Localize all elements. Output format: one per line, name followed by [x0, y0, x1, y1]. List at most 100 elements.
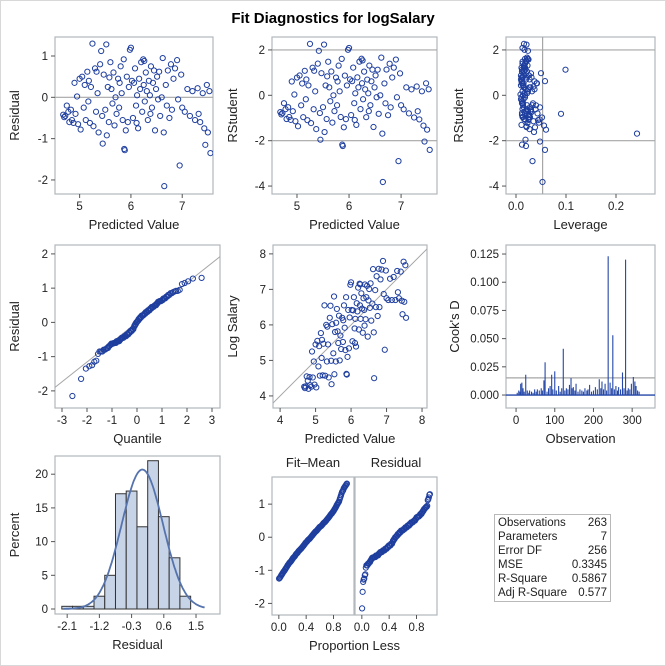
x-tick-label: 5 — [294, 201, 300, 213]
data-point — [519, 44, 526, 52]
figure-title: Fit Diagnostics for logSalary — [231, 10, 435, 27]
histogram-bar — [147, 460, 159, 610]
data-point — [392, 56, 399, 63]
data-point — [305, 82, 312, 89]
data-point — [350, 294, 358, 301]
data-point — [523, 102, 531, 109]
data-point — [338, 55, 345, 62]
data-point — [521, 67, 528, 74]
data-point — [330, 293, 338, 300]
data-point — [340, 317, 347, 324]
data-point — [136, 75, 143, 82]
data-point — [396, 70, 404, 77]
x-tick-label: 0.8 — [326, 622, 342, 634]
data-point — [381, 80, 388, 87]
data-point — [170, 75, 177, 82]
data-point — [207, 149, 213, 157]
data-point — [195, 110, 202, 117]
data-point — [351, 339, 359, 347]
stats-value: 0.5867 — [571, 573, 607, 585]
data-point — [133, 119, 140, 127]
data-point — [354, 74, 361, 81]
data-point — [324, 323, 331, 330]
data-point — [320, 340, 327, 347]
data-point — [206, 88, 213, 95]
data-point — [162, 81, 169, 89]
data-point — [529, 158, 536, 165]
data-point — [382, 267, 389, 274]
data-point — [325, 58, 332, 65]
data-point — [322, 82, 329, 89]
data-point — [365, 90, 372, 97]
data-point — [518, 109, 526, 117]
data-point — [385, 296, 392, 304]
data-point — [343, 371, 350, 378]
data-point — [375, 265, 382, 272]
stats-row: Error DF 256 — [495, 544, 610, 558]
data-point — [390, 273, 397, 281]
data-point — [531, 124, 539, 131]
data-point — [534, 110, 541, 117]
data-point — [289, 108, 296, 115]
data-point — [524, 119, 531, 127]
data-point — [378, 54, 385, 61]
data-point — [317, 329, 325, 337]
residual-qq-plot: -3 -2 -1 0 1 2 3 -2 -1 0 1 2 Quantile Residual — [7, 244, 221, 446]
data-point — [319, 372, 326, 379]
data-point — [102, 106, 109, 113]
data-point — [63, 102, 70, 109]
data-point — [392, 296, 399, 304]
residual-histogram: -2.1 -1.2 -0.3 0.6 1.5 0 5 10 15 20 Residual Percen… — [7, 455, 221, 652]
data-point — [399, 311, 406, 318]
y-tick-label: 2 — [493, 45, 499, 57]
data-point — [197, 119, 204, 126]
data-point — [379, 178, 386, 186]
data-point — [318, 70, 325, 77]
rstudent-vs-predicted: 5 6 7 -4 -2 0 2 Predicted Value RStudent — [225, 36, 438, 232]
data-point — [142, 69, 149, 76]
data-point — [310, 358, 317, 365]
rstudent-vs-leverage-marks — [506, 37, 655, 194]
data-point — [185, 278, 192, 285]
plot-frame — [354, 476, 438, 616]
data-point — [542, 126, 550, 133]
data-point — [524, 47, 532, 54]
x-axis-title: Leverage — [553, 217, 607, 232]
data-point — [367, 102, 374, 109]
data-point — [151, 127, 159, 134]
stats-value: 0.577 — [578, 587, 607, 599]
data-point — [350, 307, 357, 314]
data-point — [135, 125, 142, 132]
x-axis-title: Predicted Value — [309, 217, 400, 232]
data-point — [518, 121, 525, 128]
stats-label: Parameters — [498, 531, 558, 543]
stats-value: 7 — [600, 531, 607, 543]
data-point — [321, 128, 328, 136]
x-tick-label: -1.2 — [89, 621, 109, 633]
data-point — [350, 64, 357, 71]
data-point — [82, 116, 89, 124]
x-tick-label: 7 — [398, 201, 404, 213]
stats-row: Parameters 7 — [495, 530, 610, 544]
data-point — [132, 102, 140, 109]
data-point — [347, 279, 355, 286]
data-point — [522, 142, 530, 150]
data-point — [388, 296, 395, 304]
data-point — [376, 304, 383, 311]
data-point — [137, 85, 144, 93]
data-point — [122, 127, 129, 134]
data-point — [329, 119, 336, 126]
data-point — [139, 108, 146, 115]
data-point — [320, 41, 328, 48]
y-tick-label: 0 — [259, 532, 265, 544]
data-point — [360, 578, 367, 586]
data-point — [201, 125, 208, 132]
data-point — [311, 67, 318, 74]
data-point — [95, 129, 102, 136]
cooks-d-plot: 0 100 200 300 0.000 0.025 0.050 0.075 0.100 0.125… — [447, 244, 656, 446]
data-point — [362, 316, 369, 323]
histogram-bar — [179, 595, 192, 610]
data-point — [121, 147, 128, 154]
residual-vs-predicted-marks — [55, 40, 213, 190]
